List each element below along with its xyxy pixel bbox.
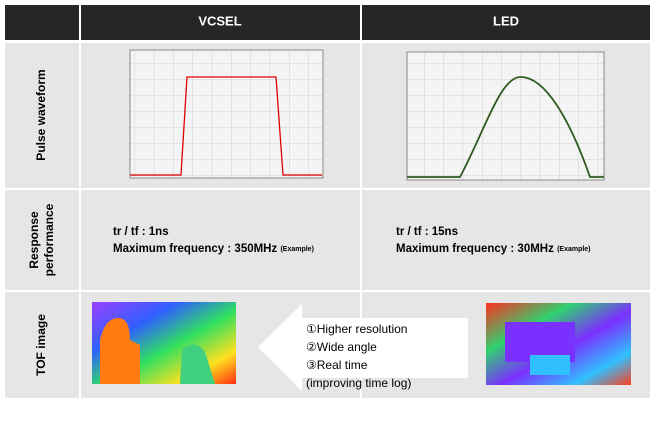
led-waveform xyxy=(407,52,604,180)
vcsel-waveform xyxy=(130,50,323,178)
row-label: Pulse waveform xyxy=(34,69,48,160)
vcsel-tof-image xyxy=(92,302,236,384)
header-bar xyxy=(5,5,650,40)
spec-line: tr / tf : 1ns xyxy=(113,226,169,238)
comparison-figure: VCSEL LED Pulse waveform Response perfor… xyxy=(0,0,655,421)
column-header: LED xyxy=(493,13,519,28)
callout-line: ①Higher resolution xyxy=(306,322,407,336)
callout-line: ③Real time xyxy=(306,358,368,372)
callout-line: ②Wide angle xyxy=(306,340,377,354)
callout-line: (improving time log) xyxy=(306,376,411,390)
column-header: VCSEL xyxy=(198,13,241,28)
row-label: Response xyxy=(27,211,41,269)
row-label: TOF image xyxy=(34,314,48,376)
spec-line: tr / tf : 15ns xyxy=(396,226,458,238)
led-tof-image xyxy=(486,303,631,385)
row-label: performance xyxy=(42,203,56,276)
